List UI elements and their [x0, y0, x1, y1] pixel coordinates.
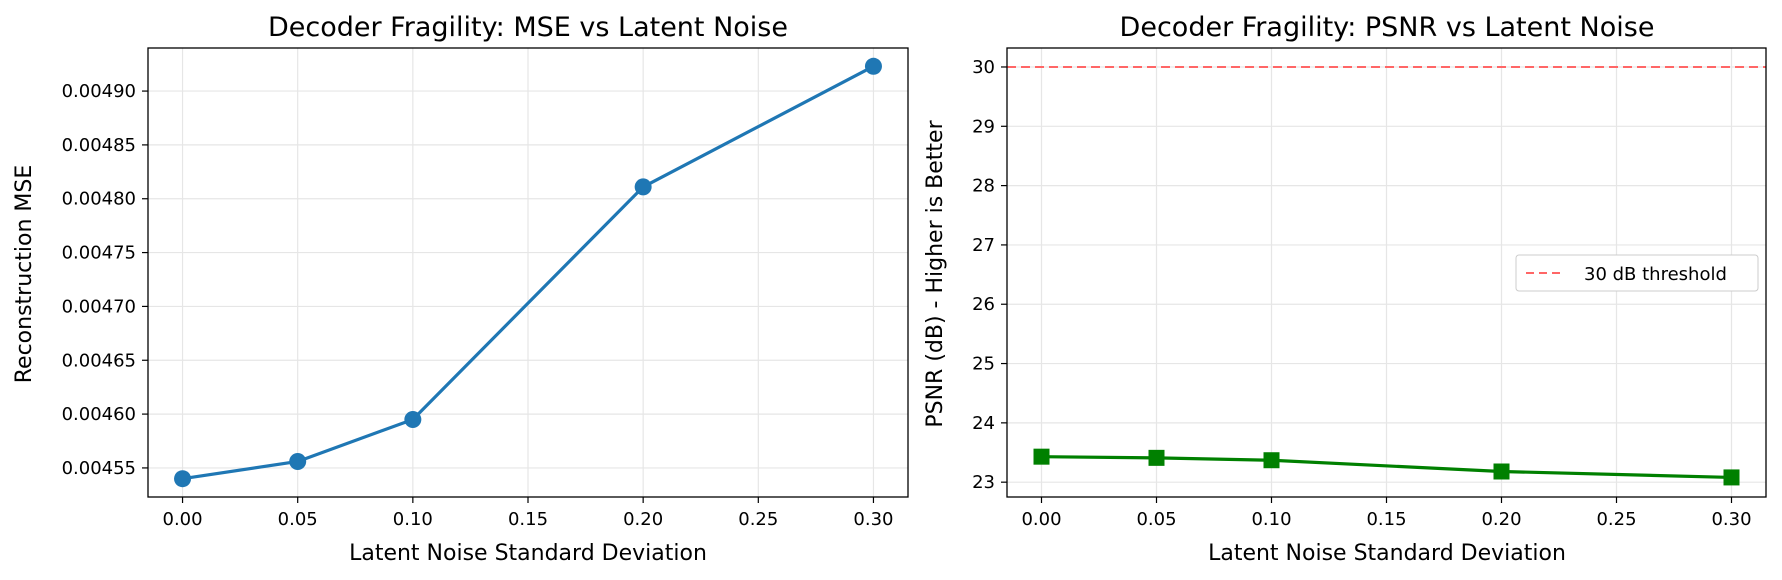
psnr-data-point	[1493, 463, 1510, 480]
psnr-x-tick-label: 0.15	[1366, 509, 1406, 530]
psnr-x-tick-label: 0.25	[1596, 509, 1636, 530]
mse-chart-ylabel: Reconstruction MSE	[12, 165, 37, 384]
legend-threshold-label: 30 dB threshold	[1584, 264, 1727, 285]
psnr-x-tick-label: 0.30	[1711, 509, 1751, 530]
mse-data-point	[404, 410, 422, 428]
psnr-data-point	[1263, 452, 1280, 469]
mse-x-tick-label: 0.00	[163, 509, 203, 530]
psnr-y-tick-label: 28	[972, 176, 995, 197]
psnr-y-tick-label: 30	[972, 57, 995, 78]
mse-data-point	[289, 452, 307, 470]
mse-y-tick-label: 0.00465	[62, 350, 136, 371]
mse-plot-area: 0.00 0.05 0.10 0.15 0.20 0.25 0.30 0.00455 0.004…	[62, 47, 909, 530]
psnr-chart-xlabel: Latent Noise Standard Deviation	[1208, 541, 1566, 566]
mse-y-tick-label: 0.00470	[62, 296, 136, 317]
legend: 30 dB threshold	[1515, 254, 1759, 292]
psnr-y-tick-label: 24	[972, 413, 995, 434]
psnr-y-tick-label: 23	[972, 472, 995, 493]
mse-y-tick-label: 0.00490	[62, 81, 136, 102]
mse-y-tick-label: 0.00480	[62, 189, 136, 210]
psnr-chart-ylabel: PSNR (dB) - Higher is Better	[923, 119, 948, 427]
mse-chart: Decoder Fragility: MSE vs Latent Noise L…	[12, 12, 909, 566]
mse-y-tick-label: 0.00475	[62, 243, 136, 264]
psnr-chart: Decoder Fragility: PSNR vs Latent Noise …	[923, 12, 1767, 566]
mse-data-point	[634, 178, 652, 196]
mse-x-tick-label: 0.10	[393, 509, 433, 530]
psnr-x-tick-label: 0.05	[1136, 509, 1176, 530]
mse-x-tick-label: 0.25	[738, 509, 778, 530]
mse-chart-xlabel: Latent Noise Standard Deviation	[349, 541, 707, 566]
legend-box	[1515, 254, 1759, 292]
psnr-data-point	[1148, 449, 1165, 466]
psnr-data-point	[1033, 448, 1050, 465]
psnr-x-tick-label: 0.10	[1251, 509, 1291, 530]
mse-y-tick-label: 0.00460	[62, 404, 136, 425]
psnr-x-tick-label: 0.00	[1021, 509, 1061, 530]
mse-x-tick-label: 0.15	[508, 509, 548, 530]
mse-x-tick-label: 0.20	[623, 509, 663, 530]
psnr-y-tick-label: 26	[972, 294, 995, 315]
psnr-x-tick-label: 0.20	[1481, 509, 1521, 530]
psnr-y-tick-label: 25	[972, 354, 995, 375]
mse-x-tick-label: 0.30	[853, 509, 893, 530]
mse-data-point	[864, 57, 882, 75]
mse-y-tick-label: 0.00455	[62, 458, 136, 479]
mse-y-tick-label: 0.00485	[62, 135, 136, 156]
mse-data-point	[174, 470, 192, 488]
psnr-y-tick-label: 27	[972, 235, 995, 256]
mse-chart-title: Decoder Fragility: MSE vs Latent Noise	[268, 12, 788, 43]
psnr-chart-title: Decoder Fragility: PSNR vs Latent Noise	[1120, 12, 1655, 43]
mse-x-tick-label: 0.05	[278, 509, 318, 530]
psnr-y-tick-label: 29	[972, 116, 995, 137]
psnr-data-point	[1723, 469, 1740, 486]
